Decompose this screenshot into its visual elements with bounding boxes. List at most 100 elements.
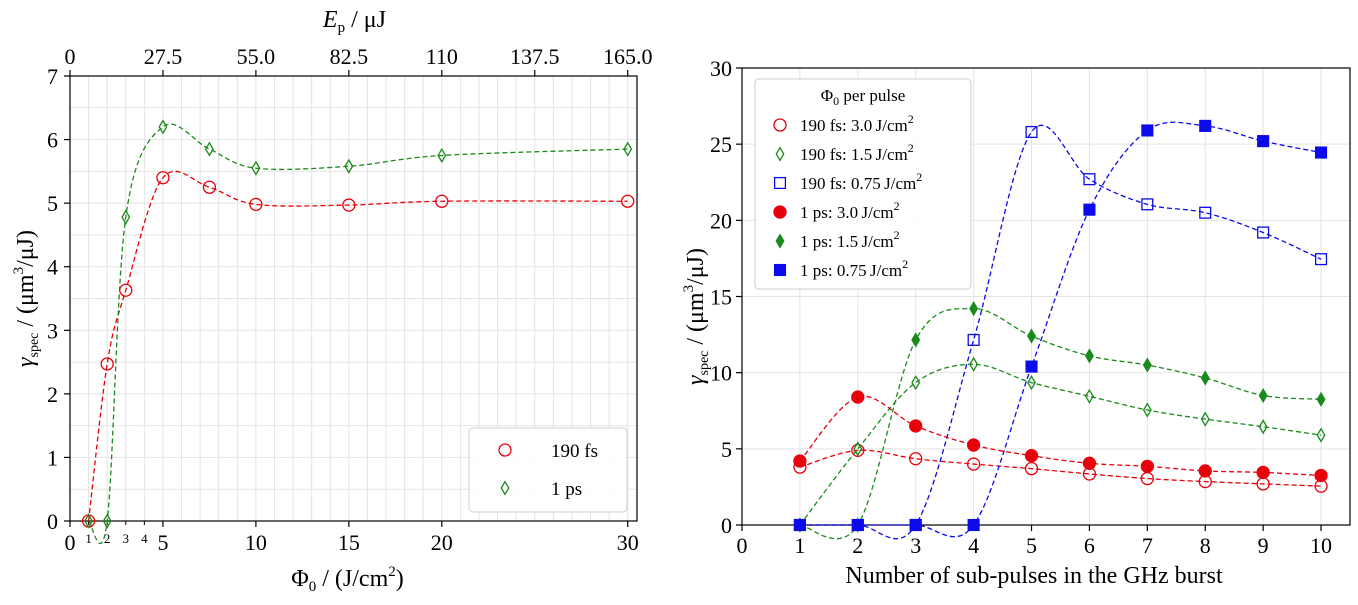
data-point [342,198,356,212]
top-tick-label: 110 [426,44,458,69]
x-minor-tick-label: 3 [123,531,130,546]
data-point [909,518,922,532]
y-tick-label: 3 [47,318,58,343]
legend-marker [775,146,785,162]
top-tick-label: 0 [65,44,76,69]
y-axis-title: γspec / (μm3/μJ) [681,248,712,385]
x-tick-label: 20 [431,530,453,555]
data-point [1200,370,1210,386]
data-point [156,171,170,185]
data-point [202,180,217,194]
data-point [1199,119,1212,132]
y-tick-label: 10 [710,361,732,386]
y-tick-label: 0 [721,513,732,538]
x-axis-title: Number of sub-pulses in the GHz burst [845,563,1223,589]
data-point [1198,464,1212,478]
series-line [799,395,1322,477]
data-point [1141,124,1154,137]
x-tick-label: 1 [794,533,805,558]
data-point [1083,173,1096,186]
data-point [204,141,214,157]
data-point [793,518,806,532]
data-point [121,209,131,225]
data-point [1084,388,1094,404]
legend-label: 190 fs: 3.0 J/cm2 [800,112,914,135]
x-tick-label: 15 [338,530,360,555]
data-point [851,518,864,532]
data-point [909,419,923,433]
legend-marker [500,480,510,496]
series-3 [793,390,1328,483]
data-point [1084,348,1094,364]
legend-label: 1 ps [551,479,582,500]
x-tick-label: 5 [157,530,168,555]
series-line [799,121,1322,538]
data-point [969,356,979,372]
data-point [249,197,263,212]
data-point [853,441,863,457]
data-point [1314,253,1328,266]
left-plot-frame [69,75,638,522]
y-tick-label: 6 [47,128,58,153]
top-tick-label: 82.5 [330,44,369,69]
legend-marker [775,233,785,249]
series-line [799,363,1322,526]
data-point [969,301,979,317]
top-axis-title: Ep / μJ [322,7,386,36]
y-tick-label: 25 [710,132,732,157]
data-point [967,518,980,532]
y-tick-label: 20 [710,208,732,233]
series-5 [793,119,1328,538]
x-tick-label: 0 [737,533,748,558]
series-line [799,449,1322,487]
x-tick-label: 7 [1142,533,1153,558]
data-point [1025,125,1038,139]
left-legend: 190 fs 1 ps [468,427,628,513]
data-point [1257,226,1270,239]
data-point [1024,449,1039,463]
x-tick-label: 10 [1310,533,1332,558]
y-tick-label: 15 [710,285,732,310]
data-point [1140,459,1154,474]
x-tick-label: 4 [968,533,979,558]
y-axis-title: γspec / (μm3/μJ) [11,230,42,367]
legend-label: 190 fs: 1.5 J/cm2 [800,141,914,164]
legend-marker [773,263,787,277]
data-point [1025,360,1038,373]
data-point [1200,411,1210,427]
legend-marker [773,118,787,132]
x-tick-label: 2 [852,533,863,558]
data-point [621,194,635,208]
data-point [793,454,807,468]
y-tick-label: 5 [721,437,732,462]
data-point [1257,135,1270,148]
legend-marker [498,443,512,457]
data-point [623,141,633,157]
data-point [1082,456,1097,470]
data-point [1083,203,1096,216]
series-4 [795,301,1326,540]
x-tick-label: 30 [617,530,639,555]
data-point [966,457,981,471]
y-tick-label: 30 [710,56,732,81]
legend-box [468,427,628,513]
data-point [1316,427,1326,443]
x-tick-label: 9 [1258,533,1269,558]
x-tick-label: 10 [245,530,267,555]
data-point [1027,328,1036,344]
x-tick-label: 3 [910,533,921,558]
data-point [1142,357,1152,373]
right-chart: 0 5 10 15 20 25 30 0 1 2 3 4 5 6 7 8 9 10 Number of sub-pu… [681,56,1351,589]
legend-marker [773,205,787,219]
data-point [1024,461,1039,476]
top-tick-label: 137.5 [510,44,560,69]
legend-label: 190 fs: 0.75 J/cm2 [800,170,922,193]
legend-marker [773,176,787,190]
data-point [1314,468,1328,483]
data-point [158,119,168,135]
x-tick-label: 6 [1084,533,1095,558]
y-tick-label: 0 [47,509,58,534]
data-point [1142,402,1152,418]
